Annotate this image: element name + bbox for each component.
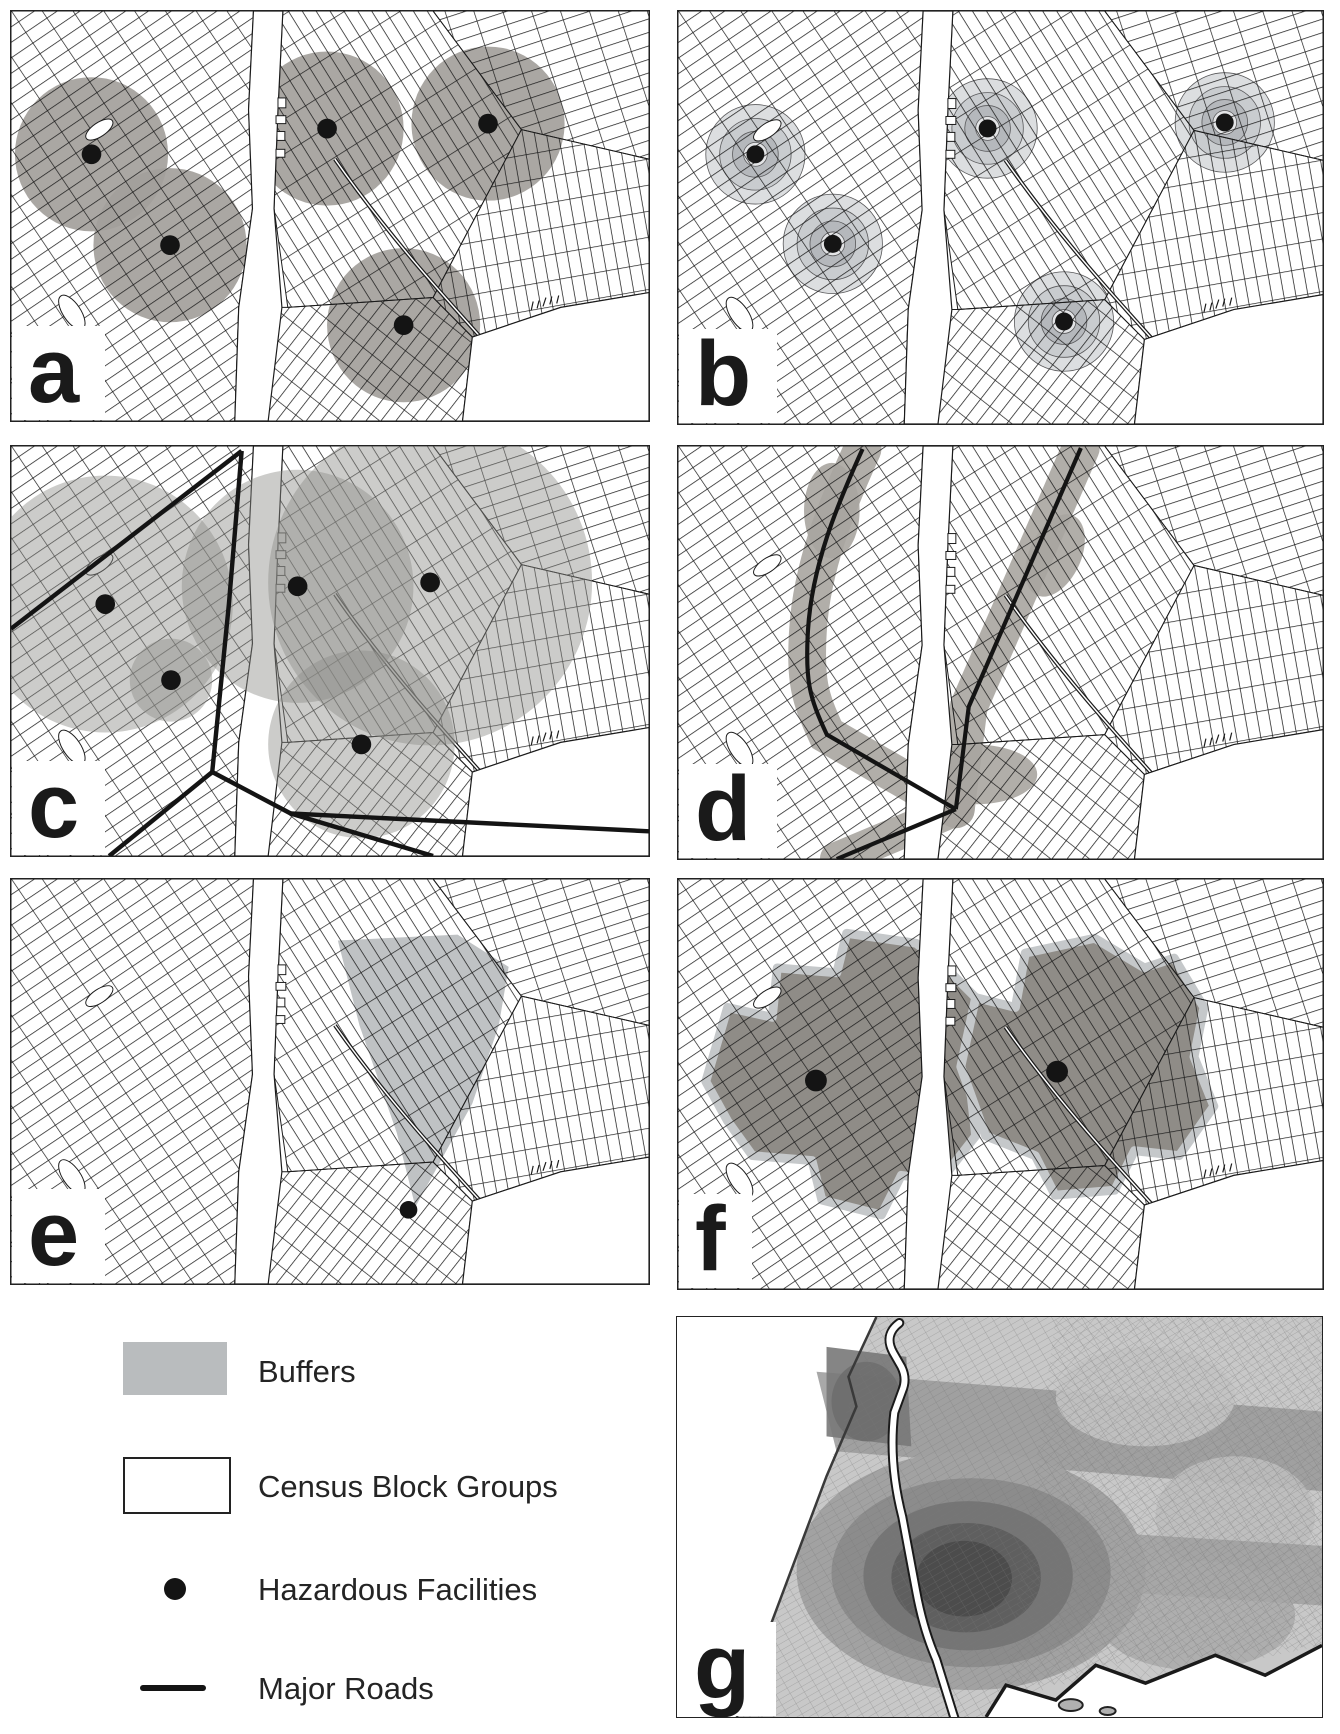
facility-dots-e xyxy=(399,1201,418,1219)
panel-c: c xyxy=(10,445,650,857)
buffers-swatch xyxy=(123,1342,227,1395)
major-roads-d xyxy=(805,447,1083,859)
legend-label-major-roads: Major Roads xyxy=(258,1671,434,1706)
panel-g: g xyxy=(676,1316,1323,1718)
panel-label-c: c xyxy=(12,760,106,855)
facility-dots-c xyxy=(95,572,440,755)
panel-e: e xyxy=(10,878,650,1285)
panel-label-f: f xyxy=(679,1193,752,1288)
panel-label-g: g xyxy=(678,1621,777,1716)
river-water xyxy=(886,1319,958,1717)
legend-item-hazardous-facilities: Hazardous Facilities xyxy=(100,1572,600,1616)
panel-label-e: e xyxy=(12,1188,106,1283)
panel-d: d xyxy=(677,445,1324,860)
legend-label-buffers: Buffers xyxy=(258,1354,356,1389)
panel-label-a: a xyxy=(12,325,106,420)
facility-dots-a xyxy=(81,113,498,336)
panel-label-d: d xyxy=(679,763,778,858)
panel-label-b: b xyxy=(679,328,778,423)
island xyxy=(1057,1698,1084,1713)
legend-item-census-block-groups: Census Block Groups xyxy=(100,1457,600,1517)
panel-b: b xyxy=(677,10,1324,425)
panel-a: a xyxy=(10,10,650,422)
hazardous-facility-dot-icon xyxy=(164,1578,186,1600)
facility-dots-b xyxy=(746,113,1234,331)
facility-dots-f xyxy=(805,1060,1068,1092)
legend-item-buffers: Buffers xyxy=(100,1342,600,1402)
street-grid-overlay-2 xyxy=(1005,1317,1322,1686)
panel-f: f xyxy=(677,878,1324,1290)
island-small xyxy=(1098,1706,1117,1717)
major-road-line-icon xyxy=(140,1685,206,1691)
legend: Buffers Census Block Groups Hazardous Fa… xyxy=(100,1325,600,1725)
legend-label-hazardous-facilities: Hazardous Facilities xyxy=(258,1572,538,1607)
major-roads-c xyxy=(11,449,649,856)
legend-item-major-roads: Major Roads xyxy=(100,1671,600,1717)
legend-label-census-block-groups: Census Block Groups xyxy=(258,1469,558,1504)
census-block-groups-swatch xyxy=(123,1457,231,1514)
buffer-zones-c xyxy=(11,446,593,839)
coastline xyxy=(984,1643,1322,1717)
